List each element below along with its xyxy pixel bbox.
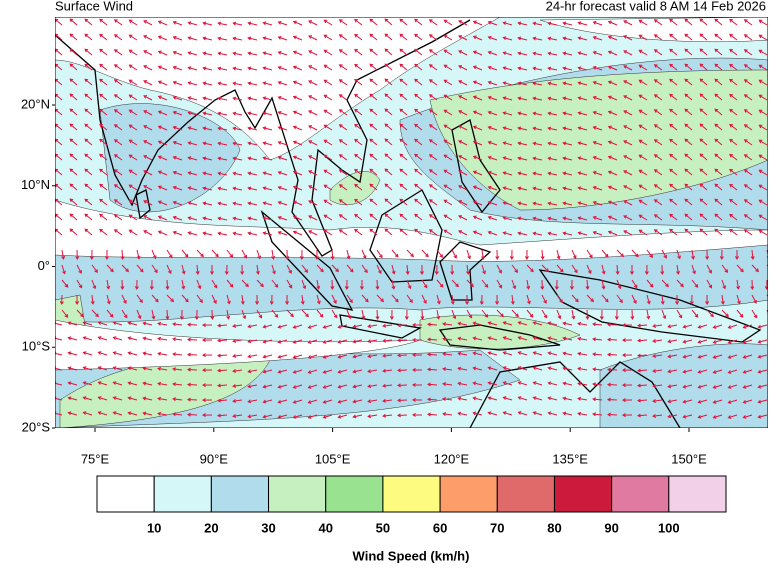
colorbar-bin — [668, 475, 727, 513]
colorbar-tick-label: 10 — [147, 520, 161, 535]
coastlines — [55, 19, 762, 428]
colorbar-bin — [439, 475, 498, 513]
colorbar-tick-label: 30 — [261, 520, 275, 535]
colorbar-tick-label: 40 — [318, 520, 332, 535]
lon-label: 75°E — [81, 451, 110, 466]
wind-arrows — [55, 18, 768, 419]
colorbar-tick-label: 20 — [204, 520, 218, 535]
colorbar-tick-label: 100 — [658, 520, 680, 535]
colorbar-tick-label: 70 — [490, 520, 504, 535]
lat-label: 20°S — [22, 419, 51, 434]
colorbar-tick-label: 90 — [604, 520, 618, 535]
colorbar-bin — [325, 475, 384, 513]
subtitle: 24-hr forecast valid 8 AM 14 Feb 2026 — [546, 0, 766, 13]
colorbar-bin — [382, 475, 441, 513]
colorbar: 10 20 30 40 50 60 70 80 90 100 — [96, 475, 727, 535]
colorbar-tick-label: 80 — [547, 520, 561, 535]
title: Surface Wind — [55, 0, 133, 13]
lon-label: 120°E — [434, 451, 470, 466]
lon-label: 90°E — [200, 451, 229, 466]
lon-label: 150°E — [671, 451, 707, 466]
colorbar-bin — [153, 475, 212, 513]
colorbar-bin — [496, 475, 555, 513]
lon-label: 135°E — [552, 451, 588, 466]
colorbar-tick-label: 50 — [376, 520, 390, 535]
colorbar-label: Wind Speed (km/h) — [353, 548, 470, 563]
colorbar-bin — [268, 475, 327, 513]
map-area — [55, 17, 768, 428]
colorbar-bin — [553, 475, 613, 513]
colorbar-tick-label: 60 — [433, 520, 447, 535]
lat-label: 10°S — [22, 339, 51, 354]
lat-label: 10°N — [21, 177, 50, 192]
lat-label: 0° — [38, 258, 50, 273]
colorbar-bin — [210, 475, 270, 513]
colorbar-bin — [611, 475, 670, 513]
lat-label: 20°N — [21, 96, 50, 111]
colorbar-bin — [96, 475, 155, 513]
lon-label: 105°E — [315, 451, 351, 466]
axis-labels: 20°N 10°N 0° 10°S 20°S 75°E 90°E 105°E 120°E 135°… — [21, 96, 707, 466]
